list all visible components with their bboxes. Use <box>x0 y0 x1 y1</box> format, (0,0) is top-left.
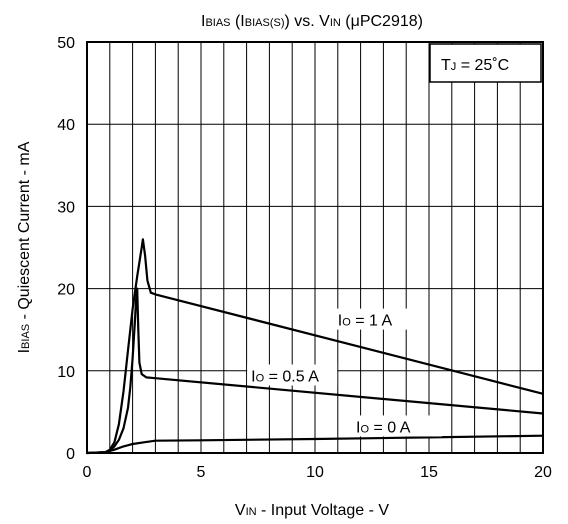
y-tick-label: 0 <box>66 446 75 463</box>
x-tick-label: 10 <box>306 464 324 481</box>
series-label-part: = 1 A <box>351 313 393 330</box>
series-label: IO = 1 A <box>338 313 393 330</box>
series-label-part: I <box>356 419 360 436</box>
series-label-part: I <box>338 313 342 330</box>
chart-title-part: ) vs. V <box>284 13 330 30</box>
x-tick-label: 15 <box>420 464 438 481</box>
tick-labels: 0 5 10 15 20 0 10 20 30 40 50 <box>57 35 552 481</box>
series-label-part: O <box>360 423 369 435</box>
series-label-bg <box>247 364 338 386</box>
series-label-part: I <box>251 368 255 385</box>
chart-title-part: ( <box>341 13 351 30</box>
x-axis-label-part: IN <box>246 506 257 518</box>
chart-title-part: μ <box>351 13 360 30</box>
series-label: IO = 0 A <box>356 419 411 436</box>
y-tick-label: 30 <box>57 199 75 216</box>
chart-title-part: BIAS <box>205 17 230 29</box>
series-line-1-A <box>86 238 544 455</box>
y-axis-label-part: BIAS <box>20 324 32 349</box>
x-axis-label-part: V <box>235 502 246 519</box>
series-line-0-5-A <box>86 287 544 455</box>
condition-label-part: J <box>451 61 457 73</box>
series-label-part: = 0 A <box>369 419 411 436</box>
chart-title-part: (I <box>231 13 245 30</box>
series-label-part: = 0.5 A <box>264 368 319 385</box>
condition-label-part: T <box>441 57 451 74</box>
condition-box <box>429 43 542 83</box>
condition-label: TJ = 25˚C <box>441 57 509 74</box>
x-axis-label-part: - Input Voltage - V <box>257 502 390 519</box>
y-tick-label: 40 <box>57 117 75 134</box>
curves <box>86 238 544 455</box>
chart-title-part: PC2918) <box>360 13 423 30</box>
condition-label-part: = 25˚C <box>456 57 509 74</box>
x-tick-label: 20 <box>534 464 552 481</box>
y-tick-label: 50 <box>57 35 75 52</box>
y-axis-label-part: - Quiescent Current - mA <box>16 141 33 324</box>
x-tick-label: 5 <box>197 464 206 481</box>
y-axis-label-part: I <box>16 349 33 353</box>
series-label-part: O <box>342 317 351 329</box>
y-tick-label: 20 <box>57 282 75 299</box>
series-line-0-A <box>86 434 544 455</box>
chart-title-part: IN <box>330 17 341 29</box>
grid <box>87 42 543 453</box>
series-label-bg <box>333 308 424 330</box>
series-label-part: O <box>256 372 265 384</box>
chart-title-part: I <box>201 13 205 30</box>
chart-title: IBIAS (IBIAS(S)) vs. VIN (μPC2918) <box>201 13 423 30</box>
y-axis-label: IBIAS - Quiescent Current - mA <box>16 141 33 353</box>
plot-frame <box>86 41 544 454</box>
chart-title-part: BIAS(S) <box>245 17 285 29</box>
series-label-bg <box>352 415 443 437</box>
y-tick-label: 10 <box>57 364 75 381</box>
x-axis-label: VIN - Input Voltage - V <box>235 502 390 519</box>
series-label: IO = 0.5 A <box>251 368 319 385</box>
x-tick-label: 0 <box>83 464 92 481</box>
